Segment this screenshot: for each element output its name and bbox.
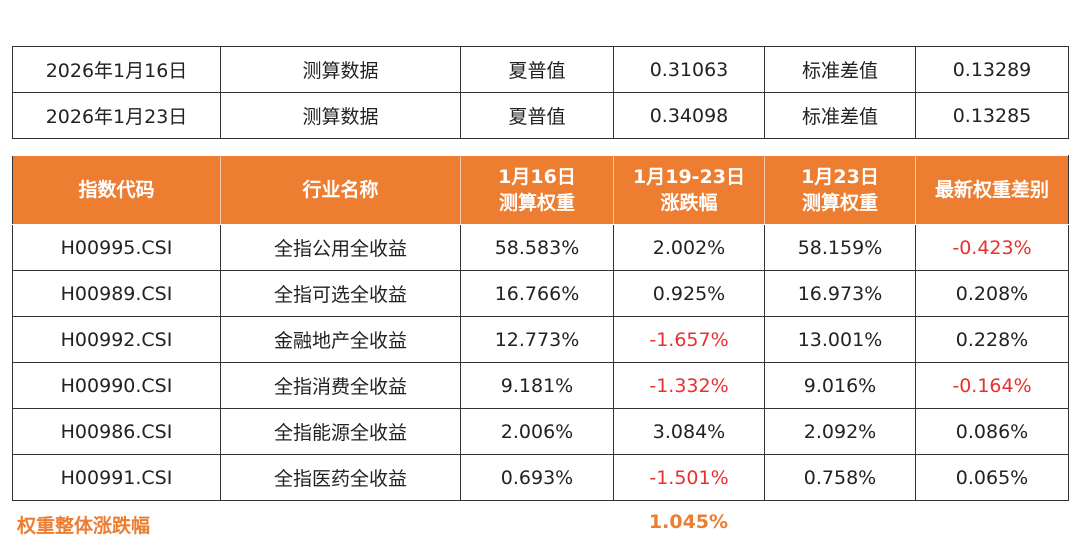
weight-diff-cell: 0.086% [915, 408, 1069, 455]
header-line: 测算权重 [801, 192, 878, 214]
header-index-code: 指数代码 [12, 155, 221, 225]
index-code-cell: H00989.CSI [12, 270, 221, 317]
change-cell: -1.501% [613, 454, 765, 501]
std-value-cell: 0.13285 [915, 92, 1069, 139]
change-cell: -1.657% [613, 316, 765, 363]
std-label-cell: 标准差值 [764, 92, 916, 139]
header-line: 1月23日 [801, 166, 879, 188]
sharpe-label-cell: 夏普值 [460, 92, 614, 139]
index-code-cell: H00991.CSI [12, 454, 221, 501]
header-change: 1月19-23日 涨跌幅 [613, 155, 765, 225]
weight-0116-cell: 2.006% [460, 408, 614, 455]
std-value-cell: 0.13289 [915, 46, 1069, 93]
index-code-cell: H00986.CSI [12, 408, 221, 455]
table-row: H00992.CSI 金融地产全收益 12.773% -1.657% 13.001% 0.… [12, 316, 1069, 363]
index-code-cell: H00992.CSI [12, 316, 221, 363]
summary-row: 2026年1月16日 测算数据 夏普值 0.31063 标准差值 0.13289 [12, 46, 1069, 93]
type-cell: 测算数据 [220, 92, 461, 139]
industry-name-cell: 金融地产全收益 [220, 316, 461, 363]
weight-0116-cell: 16.766% [460, 270, 614, 317]
table-row: H00990.CSI 全指消费全收益 9.181% -1.332% 9.016% -0.1… [12, 362, 1069, 409]
weight-0116-cell: 12.773% [460, 316, 614, 363]
industry-name-cell: 全指公用全收益 [220, 224, 461, 271]
date-cell: 2026年1月16日 [12, 46, 221, 93]
weight-diff-cell: 0.208% [915, 270, 1069, 317]
weight-0123-cell: 2.092% [764, 408, 916, 455]
header-line: 测算权重 [498, 192, 575, 214]
sharpe-label-cell: 夏普值 [460, 46, 614, 93]
header-weight-0123: 1月23日 测算权重 [764, 155, 916, 225]
table-row: H00986.CSI 全指能源全收益 2.006% 3.084% 2.092% 0.086… [12, 408, 1069, 455]
change-cell: 2.002% [613, 224, 765, 271]
change-cell: 0.925% [613, 270, 765, 317]
weight-0123-cell: 9.016% [764, 362, 916, 409]
weight-0123-cell: 16.973% [764, 270, 916, 317]
weight-0123-cell: 58.159% [764, 224, 916, 271]
change-cell: -1.332% [613, 362, 765, 409]
overall-change-label: 权重整体涨跌幅 [17, 515, 151, 537]
summary-table: 2026年1月16日 测算数据 夏普值 0.31063 标准差值 0.13289… [12, 46, 1069, 139]
header-line: 涨跌幅 [660, 192, 718, 214]
weight-diff-cell: 0.065% [915, 454, 1069, 501]
weight-diff-cell: -0.423% [915, 224, 1069, 271]
table-row: H00989.CSI 全指可选全收益 16.766% 0.925% 16.973% 0.2… [12, 270, 1069, 317]
header-line: 1月16日 [498, 166, 576, 188]
weight-0116-cell: 9.181% [460, 362, 614, 409]
weight-0116-cell: 58.583% [460, 224, 614, 271]
summary-row: 2026年1月23日 测算数据 夏普值 0.34098 标准差值 0.13285 [12, 92, 1069, 139]
weight-0123-cell: 13.001% [764, 316, 916, 363]
weights-table: 指数代码 行业名称 1月16日 测算权重 1月19-23日 涨跌幅 1月23日 … [12, 155, 1069, 501]
header-row: 指数代码 行业名称 1月16日 测算权重 1月19-23日 涨跌幅 1月23日 … [12, 155, 1069, 225]
std-label-cell: 标准差值 [764, 46, 916, 93]
header-line: 1月19-23日 [633, 166, 745, 188]
header-weight-0116: 1月16日 测算权重 [460, 155, 614, 225]
industry-name-cell: 全指能源全收益 [220, 408, 461, 455]
industry-name-cell: 全指消费全收益 [220, 362, 461, 409]
header-industry-name: 行业名称 [220, 155, 461, 225]
industry-name-cell: 全指可选全收益 [220, 270, 461, 317]
weight-diff-cell: 0.228% [915, 316, 1069, 363]
industry-name-cell: 全指医药全收益 [220, 454, 461, 501]
weight-0116-cell: 0.693% [460, 454, 614, 501]
overall-change-value: 1.045% [648, 511, 729, 533]
date-cell: 2026年1月23日 [12, 92, 221, 139]
sharpe-value-cell: 0.34098 [613, 92, 765, 139]
weight-diff-cell: -0.164% [915, 362, 1069, 409]
table-row: H00995.CSI 全指公用全收益 58.583% 2.002% 58.159% -0.… [12, 224, 1069, 271]
sharpe-value-cell: 0.31063 [613, 46, 765, 93]
index-code-cell: H00995.CSI [12, 224, 221, 271]
table-row: H00991.CSI 全指医药全收益 0.693% -1.501% 0.758% 0.06… [12, 454, 1069, 501]
type-cell: 测算数据 [220, 46, 461, 93]
index-code-cell: H00990.CSI [12, 362, 221, 409]
header-weight-diff: 最新权重差别 [915, 155, 1069, 225]
weight-0123-cell: 0.758% [764, 454, 916, 501]
change-cell: 3.084% [613, 408, 765, 455]
